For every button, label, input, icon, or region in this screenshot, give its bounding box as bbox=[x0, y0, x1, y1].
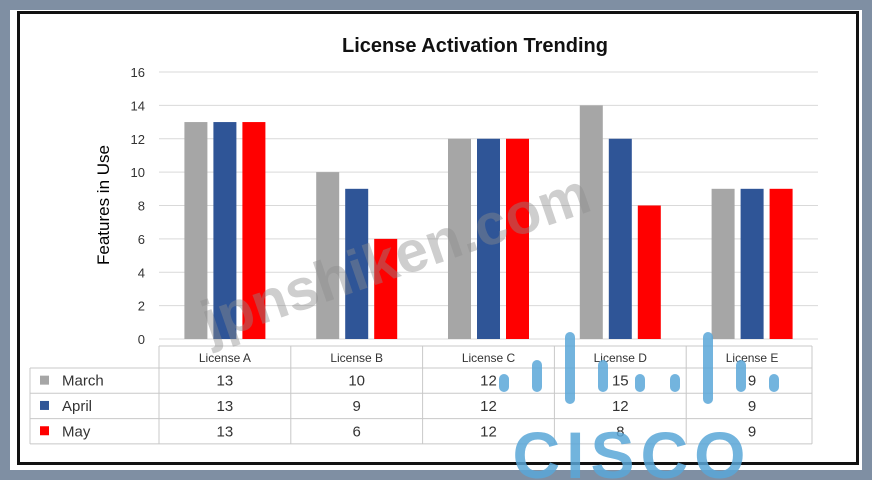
cisco-logo-bar bbox=[769, 374, 779, 392]
table-cell: 12 bbox=[480, 373, 497, 390]
y-tick-label: 2 bbox=[138, 299, 145, 314]
bar-marks bbox=[184, 105, 793, 339]
table-cell: 12 bbox=[480, 423, 497, 440]
table-cell: 12 bbox=[612, 398, 629, 415]
legend-swatch bbox=[40, 400, 49, 410]
cisco-logo-bar bbox=[703, 332, 713, 404]
cisco-logo-bar bbox=[499, 374, 509, 392]
bar-may-2 bbox=[374, 238, 398, 339]
bar-april-5 bbox=[740, 188, 764, 339]
table-cell: 9 bbox=[748, 398, 756, 415]
cisco-logo-bar bbox=[532, 360, 542, 392]
y-tick-label: 0 bbox=[138, 332, 145, 347]
cisco-logo-bar bbox=[598, 360, 608, 392]
y-tick-label: 6 bbox=[138, 232, 145, 247]
bar-march-3 bbox=[448, 138, 471, 339]
table-cell: 9 bbox=[748, 423, 756, 440]
y-tick-label: 16 bbox=[131, 65, 145, 80]
legend-label: April bbox=[62, 398, 92, 415]
bar-may-3 bbox=[506, 138, 529, 339]
cisco-logo: CISCO bbox=[499, 332, 779, 480]
bar-march-2 bbox=[316, 172, 340, 339]
bar-april-2 bbox=[345, 188, 369, 339]
y-tick-label: 8 bbox=[138, 199, 145, 214]
legend-label: March bbox=[62, 373, 104, 390]
table-cell: 6 bbox=[353, 423, 361, 440]
legend-label: May bbox=[62, 423, 91, 440]
cisco-logo-text: CISCO bbox=[512, 418, 751, 480]
table-cell: 13 bbox=[217, 423, 234, 440]
bar-may-4 bbox=[637, 205, 661, 339]
chart-title: License Activation Trending bbox=[342, 35, 608, 57]
bar-april-3 bbox=[477, 138, 500, 339]
category-label: License B bbox=[330, 351, 383, 365]
bar-may-5 bbox=[769, 188, 793, 339]
table-cell: 15 bbox=[612, 373, 629, 390]
bar-march-1 bbox=[184, 122, 208, 339]
y-axis-ticks: 0 2 4 6 8 10 12 14 16 bbox=[131, 65, 145, 347]
table-cell: 13 bbox=[217, 373, 234, 390]
table-cell: 10 bbox=[348, 373, 365, 390]
bar-april-4 bbox=[608, 138, 632, 339]
bar-may-1 bbox=[242, 122, 266, 339]
category-label: License E bbox=[726, 351, 779, 365]
legend-swatch bbox=[40, 426, 49, 436]
table-cell: 13 bbox=[217, 398, 234, 415]
y-tick-label: 4 bbox=[138, 265, 145, 280]
table-cell: 9 bbox=[748, 373, 756, 390]
table-cell: 12 bbox=[480, 398, 497, 415]
table-cell: 9 bbox=[353, 398, 361, 415]
y-axis-label: Features in Use bbox=[94, 145, 113, 265]
table-cell: 8 bbox=[616, 423, 624, 440]
cisco-logo-bar bbox=[736, 360, 746, 392]
bar-march-5 bbox=[711, 188, 735, 339]
y-tick-label: 14 bbox=[131, 98, 145, 113]
bar-april-1 bbox=[213, 122, 237, 339]
cisco-logo-bar bbox=[565, 332, 575, 404]
cisco-logo-bar bbox=[670, 374, 680, 392]
legend-swatch bbox=[40, 375, 49, 385]
bar-march-4 bbox=[579, 105, 603, 339]
y-tick-label: 10 bbox=[131, 165, 145, 180]
y-tick-label: 12 bbox=[131, 132, 145, 147]
category-label: License C bbox=[462, 351, 516, 365]
category-label: License A bbox=[199, 351, 251, 365]
category-label: License D bbox=[594, 351, 648, 365]
cisco-logo-bar bbox=[635, 374, 645, 392]
